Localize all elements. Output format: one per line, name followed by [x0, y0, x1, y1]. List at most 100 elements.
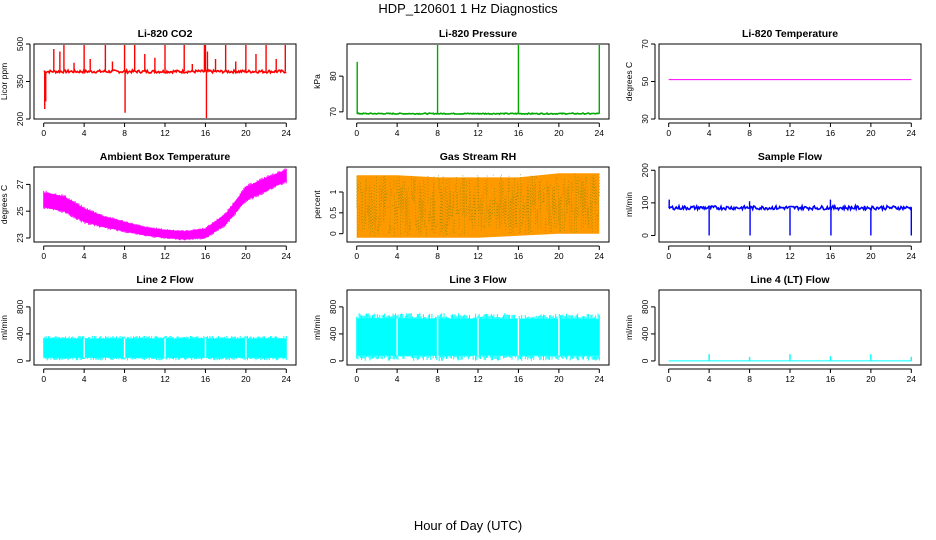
x-tick-label: 12: [160, 251, 170, 261]
x-tick-label: 20: [866, 128, 876, 138]
y-axis-label: Licor ppm: [0, 63, 9, 100]
series-0: [43, 45, 287, 118]
x-tick-label: 4: [395, 128, 400, 138]
x-tick-label: 12: [160, 374, 170, 384]
x-tick-label: 24: [282, 128, 292, 138]
panel-title: Li-820 Temperature: [742, 28, 838, 40]
y-tick-label: 400: [328, 327, 338, 341]
x-tick-label: 0: [41, 374, 46, 384]
y-tick-label: 70: [640, 39, 650, 49]
x-tick-label: 8: [435, 128, 440, 138]
plot-frame: [346, 166, 610, 243]
x-tick-label: 0: [354, 251, 359, 261]
y-axis-label: kPa: [312, 74, 322, 89]
y-tick-label: 200: [15, 112, 25, 126]
x-tick-label: 0: [666, 374, 671, 384]
x-tick-label: 20: [554, 374, 564, 384]
x-tick-label: 24: [595, 128, 605, 138]
y-tick-label: 400: [15, 327, 25, 341]
x-tick-label: 12: [473, 128, 483, 138]
x-tick-label: 16: [514, 374, 524, 384]
x-tick-label: 24: [907, 374, 917, 384]
y-axis-label: ml/min: [312, 315, 322, 340]
panel-title: Line 3 Flow: [449, 274, 507, 286]
y-tick-label: 0: [15, 358, 25, 363]
x-tick-label: 12: [785, 128, 795, 138]
series-8: [668, 354, 912, 362]
x-tick-label: 8: [747, 374, 752, 384]
panel-5: Sample Flow ml/min 0 4 8 12 16 20 24 0 100 200: [624, 151, 922, 261]
y-axis-label: degrees C: [0, 185, 9, 224]
x-tick-label: 16: [201, 128, 211, 138]
x-tick-label: 8: [747, 251, 752, 261]
x-tick-label: 4: [707, 128, 712, 138]
y-tick-label: 27: [15, 179, 25, 189]
y-tick-label: 800: [328, 300, 338, 314]
x-tick-label: 0: [41, 251, 46, 261]
y-tick-label: 400: [640, 327, 650, 341]
series-1: [356, 45, 600, 116]
x-tick-label: 8: [435, 251, 440, 261]
x-tick-label: 24: [595, 251, 605, 261]
x-tick-label: 12: [473, 251, 483, 261]
plot-frame: [658, 289, 922, 366]
plot-frame: [33, 43, 297, 120]
series-4: [356, 173, 600, 238]
series-band: [43, 169, 287, 240]
x-tick-label: 24: [907, 251, 917, 261]
figure-x-axis-label: Hour of Day (UTC): [413, 518, 523, 533]
x-tick-label: 4: [82, 374, 87, 384]
panel-6: Line 2 Flow ml/min 0 4 8 12 16 20 24 0 400 800: [0, 274, 297, 384]
y-tick-label: 0: [328, 231, 338, 236]
y-tick-label: 500: [15, 37, 25, 51]
x-tick-label: 12: [785, 374, 795, 384]
panel-2: Li-820 Temperature degrees C 0 4 8 12 16 20 24 30…: [624, 28, 922, 138]
panel-title: Li-820 Pressure: [439, 28, 517, 40]
y-tick-label: 70: [328, 107, 338, 117]
x-tick-label: 16: [826, 251, 836, 261]
y-tick-label: 100: [640, 196, 650, 210]
x-tick-label: 12: [160, 128, 170, 138]
panel-title: Sample Flow: [758, 151, 823, 163]
x-tick-label: 20: [554, 128, 564, 138]
y-tick-label: 800: [15, 300, 25, 314]
y-axis-label: ml/min: [624, 315, 634, 340]
x-tick-label: 4: [707, 374, 712, 384]
x-tick-label: 24: [282, 374, 292, 384]
x-tick-label: 0: [354, 374, 359, 384]
x-tick-label: 16: [201, 374, 211, 384]
figure-title: HDP_120601 1 Hz Diagnostics: [378, 1, 558, 16]
series-5: [668, 199, 913, 236]
y-tick-label: 80: [328, 71, 338, 81]
panel-title: Line 2 Flow: [136, 274, 194, 286]
y-tick-label: 25: [15, 206, 25, 216]
y-tick-label: 200: [640, 163, 650, 177]
series-6: [43, 335, 287, 361]
panel-title: Li-820 CO2: [138, 28, 193, 40]
x-tick-label: 24: [907, 128, 917, 138]
x-tick-label: 20: [866, 251, 876, 261]
y-tick-label: 1: [328, 189, 338, 194]
x-tick-label: 20: [241, 251, 251, 261]
series-7: [356, 313, 600, 362]
y-tick-label: 800: [640, 300, 650, 314]
x-tick-label: 8: [122, 128, 127, 138]
series-line: [356, 111, 600, 116]
x-tick-label: 20: [554, 251, 564, 261]
x-tick-label: 24: [595, 374, 605, 384]
x-tick-label: 16: [514, 128, 524, 138]
panel-4: Gas Stream RH percent 0 4 8 12 16 20 24 0 0.5 1: [312, 151, 610, 261]
plot-frame: [33, 289, 297, 366]
y-axis-label: ml/min: [0, 315, 9, 340]
panel-title: Line 4 (LT) Flow: [750, 274, 830, 286]
panel-0: Li-820 CO2 Licor ppm 0 4 8 12 16 20 24 200 350 500: [0, 28, 297, 138]
x-tick-label: 0: [41, 128, 46, 138]
y-tick-label: 50: [640, 77, 650, 87]
x-tick-label: 12: [473, 374, 483, 384]
x-tick-label: 0: [666, 128, 671, 138]
plot-frame: [33, 166, 297, 243]
y-tick-label: 0: [640, 233, 650, 238]
x-tick-label: 0: [666, 251, 671, 261]
x-tick-label: 16: [201, 251, 211, 261]
